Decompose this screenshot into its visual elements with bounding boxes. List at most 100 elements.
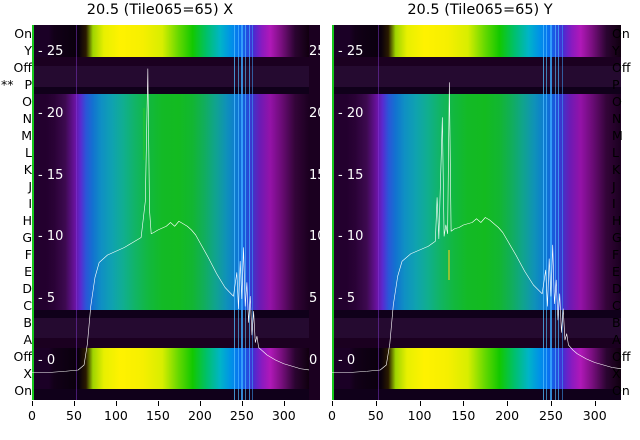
xtick-mark-x-3 — [157, 401, 159, 406]
xtick-mark-y-6 — [594, 401, 596, 406]
category-label-right-1: Y — [612, 42, 620, 58]
category-label-left-15: D — [22, 281, 32, 297]
ytick-num-5-right: 5 — [309, 291, 318, 307]
x-axis-panel-x: 0 50 100 150 200 250 300 — [28, 400, 309, 434]
category-axis-right: On Y Off P O N M L K J I H G F E D C B A Off X On — [608, 25, 640, 400]
ytick-label-10-left: - 10 — [38, 229, 64, 245]
category-label-left-8: K — [23, 161, 32, 177]
xtick-label-y-1: 50 — [367, 408, 384, 423]
category-label-right-16: C — [612, 298, 621, 314]
ytick-num-0-right: 0 — [309, 353, 318, 369]
band-main-body — [32, 94, 309, 310]
category-label-left-13: F — [24, 247, 32, 263]
category-label-left-3: P — [24, 76, 32, 92]
category-label-left-4: O — [22, 93, 32, 109]
xtick-label-x-1: 50 — [66, 408, 82, 423]
panel-x-streaks — [32, 25, 309, 400]
panel-x-edge-stripe — [32, 25, 34, 400]
category-label-right-6: M — [612, 127, 623, 143]
category-marker-asterisks: ** — [1, 76, 14, 92]
category-label-right-11: H — [612, 213, 622, 229]
xtick-label-x-5: 250 — [229, 408, 254, 423]
panel-x-plot-area: - 25 - 20 - 15 - 10 - 5 - 0 — [32, 25, 309, 400]
category-label-left-6: M — [21, 127, 32, 143]
ytick-label-0-left: - 0 — [338, 353, 356, 369]
band-gap-bottom2 — [332, 310, 621, 318]
xtick-mark-x-5 — [241, 401, 243, 406]
xtick-label-y-3: 150 — [451, 408, 476, 423]
xtick-mark-y-5 — [550, 401, 552, 406]
category-label-left-9: J — [28, 178, 32, 194]
category-label-left-18: A — [23, 332, 32, 348]
panel-x-title: 20.5 (Tile065=65) X — [86, 2, 234, 18]
category-label-left-0: On — [14, 25, 32, 41]
band-gap-top — [32, 56, 309, 67]
panel-x-heatmap — [32, 25, 309, 400]
band-floor — [32, 388, 309, 400]
category-label-right-4: O — [612, 93, 622, 109]
category-label-left-1: Y — [24, 42, 32, 58]
category-label-right-9: J — [612, 178, 616, 194]
panel-x: 20.5 (Tile065=65) X — [32, 2, 320, 400]
category-label-right-19: Off — [612, 349, 631, 365]
panel-y-heatmap — [332, 25, 621, 400]
category-label-right-5: N — [612, 110, 622, 126]
xtick-mark-y-1 — [375, 401, 377, 406]
band-rainbow-top — [32, 25, 309, 57]
xtick-label-x-4: 200 — [187, 408, 212, 423]
category-label-right-21: On — [612, 383, 630, 399]
xtick-mark-x-4 — [199, 401, 201, 406]
ytick-label-25-left: - 25 — [38, 43, 64, 59]
panel-y-plot-area: - 25 - 20 - 15 - 10 - 5 - 0 — [332, 25, 621, 400]
ytick-label-0-left: - 0 — [38, 353, 56, 369]
category-label-right-10: I — [612, 195, 616, 211]
xtick-mark-x-0 — [32, 401, 33, 406]
category-label-left-2: Off — [13, 59, 32, 75]
band-gap-top2 — [332, 86, 621, 95]
category-label-right-14: E — [612, 264, 620, 280]
ytick-num-10-right: 10 — [309, 229, 320, 245]
x-axis-panel-y: 0 50 100 150 200 250 300 — [328, 400, 621, 434]
band-dark-strip-bottom — [32, 317, 309, 339]
band-gap-bottom — [332, 338, 621, 348]
category-label-right-8: K — [612, 161, 621, 177]
ytick-num-20-right: 20 — [309, 105, 320, 121]
category-label-right-17: B — [612, 315, 621, 331]
category-label-left-21: On — [14, 383, 32, 399]
panel-y-profile-curve — [332, 25, 621, 400]
ytick-label-15-left: - 15 — [38, 167, 64, 183]
category-label-right-13: F — [612, 247, 620, 263]
category-label-left-7: L — [25, 144, 32, 160]
panel-x-right-tick-gutter: 25 20 15 10 5 0 — [309, 25, 320, 400]
band-gap-bottom2 — [32, 310, 309, 318]
category-label-left-14: E — [24, 264, 32, 280]
xtick-mark-y-2 — [419, 401, 421, 406]
xtick-label-y-4: 200 — [495, 408, 520, 423]
category-label-right-18: A — [612, 332, 621, 348]
category-label-right-7: L — [612, 144, 619, 160]
band-rainbow-top — [332, 25, 621, 57]
band-main-body — [332, 94, 621, 310]
category-label-left-16: C — [23, 298, 32, 314]
xtick-label-y-2: 100 — [407, 408, 432, 423]
xtick-mark-x-2 — [115, 401, 117, 406]
xtick-mark-y-0 — [332, 401, 333, 406]
band-gap-bottom — [32, 338, 309, 348]
xtick-label-x-3: 150 — [145, 408, 170, 423]
panel-y: 20.5 (Tile065=65) Y — [320, 0, 640, 440]
band-rainbow-bottom — [32, 347, 309, 389]
category-label-right-3: P — [612, 76, 620, 92]
band-gap-top2 — [32, 86, 309, 95]
panel-y-title: 20.5 (Tile065=65) Y — [407, 2, 553, 18]
ytick-label-5-left: - 5 — [38, 291, 56, 307]
xtick-mark-x-6 — [283, 401, 285, 406]
band-rainbow-bottom — [332, 347, 621, 389]
category-label-left-19: Off — [13, 349, 32, 365]
xtick-label-x-0: 0 — [28, 408, 36, 423]
ytick-label-20-left: - 20 — [38, 105, 64, 121]
band-dark-strip-top — [332, 66, 621, 87]
band-floor — [332, 388, 621, 400]
ytick-label-5-left: - 5 — [338, 291, 356, 307]
ytick-label-10-left: - 10 — [338, 229, 364, 245]
